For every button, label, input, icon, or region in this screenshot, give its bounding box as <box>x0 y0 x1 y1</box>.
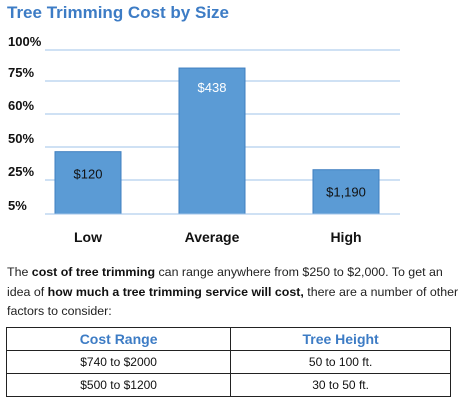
data-label: $438 <box>198 80 227 95</box>
table-cell: 50 to 100 ft. <box>230 350 451 374</box>
x-tick-label: Low <box>74 229 102 245</box>
y-tick-label: 75% <box>8 65 34 80</box>
x-tick-label: High <box>330 229 361 245</box>
cost-table: Cost Range Tree Height $740 to $2000 50 … <box>5 327 451 397</box>
intro-bold-1: cost of tree trimming <box>31 265 156 279</box>
table-cell: $500 to $1200 <box>5 373 232 397</box>
bar <box>312 169 380 215</box>
bar-chart: 100% 75% 60% 50% 25% 5% $120 Low $438 Average $1,1… <box>8 34 400 245</box>
table-row: $500 to $1200 30 to 50 ft. <box>5 373 451 397</box>
table-cell: 30 to 50 ft. <box>230 373 451 397</box>
chart-title: Tree Trimming Cost by Size <box>7 3 230 22</box>
header-cost-range: Cost Range <box>5 327 232 351</box>
y-tick-label: 100% <box>8 34 42 49</box>
y-tick-label: 5% <box>8 198 27 213</box>
intro-text-2: can range anywhere from $250 to $2,000. … <box>7 265 443 299</box>
bar <box>54 151 122 215</box>
x-tick-label: Average <box>185 229 240 245</box>
bar <box>178 67 246 215</box>
intro-text-1: The <box>7 265 32 279</box>
data-label: $120 <box>74 167 103 182</box>
y-tick-label: 50% <box>8 131 34 146</box>
y-tick-label: 25% <box>8 164 34 179</box>
data-label: $1,190 <box>326 185 366 200</box>
table-row: $740 to $2000 50 to 100 ft. <box>5 350 451 374</box>
table-header-row: Cost Range Tree Height <box>5 327 451 351</box>
header-tree-height: Tree Height <box>230 327 451 351</box>
table-cell: $740 to $2000 <box>5 350 232 374</box>
y-tick-label: 60% <box>8 98 34 113</box>
intro-bold-2: how much a tree trimming service will co… <box>47 284 304 299</box>
intro-text-3: there are a number of other factors to c… <box>7 284 459 319</box>
intro-paragraph: The cost of tree trimming can range anyw… <box>7 263 465 322</box>
